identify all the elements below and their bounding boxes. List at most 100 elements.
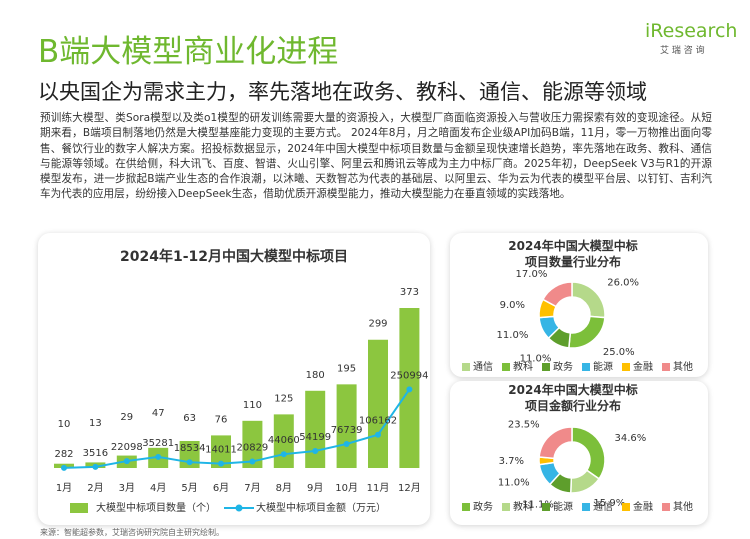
donut-slice — [571, 281, 606, 319]
line-point — [92, 463, 99, 470]
x-tick-label: 1月 — [56, 482, 72, 494]
data-label: 3.7% — [499, 456, 524, 467]
line-point — [280, 451, 287, 458]
x-tick-label: 10月 — [335, 482, 358, 494]
legend-marker — [582, 503, 590, 511]
data-label: 22098 — [111, 442, 143, 453]
line-point — [123, 458, 130, 465]
data-label: 17.0% — [516, 269, 548, 280]
data-label: 26.0% — [607, 277, 639, 288]
legend-label: 金融 — [633, 360, 653, 373]
x-tick-label: 9月 — [307, 482, 323, 494]
card — [38, 233, 430, 525]
subtitle: 以央国企为需求主力，率先落地在政务、教科、通信、能源等领域 — [38, 80, 647, 104]
legend-label: 政务 — [473, 500, 493, 513]
data-label: 106162 — [359, 416, 397, 427]
card — [450, 233, 708, 377]
donut-slice — [541, 281, 573, 308]
data-label: 20829 — [236, 442, 268, 453]
data-label: 23.5% — [508, 420, 540, 431]
x-tick-label: 8月 — [276, 482, 292, 494]
x-tick-label: 6月 — [213, 482, 229, 494]
x-tick-label: 2月 — [87, 482, 103, 494]
data-label: 76739 — [331, 425, 363, 436]
legend-label: 能源 — [593, 360, 613, 373]
data-label: 299 — [368, 319, 387, 330]
bar — [242, 420, 263, 468]
line-point — [186, 459, 193, 466]
data-label: 180 — [306, 370, 325, 381]
data-label: 125 — [274, 393, 293, 404]
data-label: 15.9% — [593, 498, 625, 509]
bar — [211, 435, 231, 468]
legend-marker — [582, 363, 590, 371]
legend-marker — [502, 363, 510, 371]
data-label: 9.0% — [500, 300, 525, 311]
legend-marker — [462, 363, 470, 371]
data-label: 63 — [183, 413, 196, 424]
line-point — [343, 440, 350, 447]
data-label: 250994 — [390, 370, 428, 381]
line — [63, 388, 411, 469]
data-label: 3516 — [83, 448, 108, 459]
data-label: 18534 — [174, 443, 206, 454]
bar — [336, 384, 357, 468]
data-label: 35281 — [142, 438, 174, 449]
data-label: 11.0% — [520, 353, 552, 364]
legend-marker — [542, 503, 550, 511]
data-label: 11.0% — [498, 478, 530, 489]
data-label: 44060 — [268, 435, 300, 446]
data-label: 14011 — [205, 445, 237, 456]
line-point — [218, 460, 224, 467]
x-tick-label: 4月 — [150, 482, 166, 494]
bar — [305, 390, 326, 468]
data-label: 195 — [337, 363, 356, 374]
data-label: 10 — [58, 419, 71, 430]
legend-label: 通信 — [473, 361, 493, 373]
data-label: 76 — [215, 414, 228, 425]
legend-marker — [622, 503, 630, 511]
legend-label: 金融 — [633, 500, 653, 513]
x-tick-label: 7月 — [244, 482, 260, 494]
legend-marker — [662, 363, 670, 371]
data-label: 54199 — [299, 432, 331, 443]
legend-marker — [70, 503, 88, 513]
line-point — [312, 448, 319, 455]
data-label: 282 — [54, 449, 73, 460]
card — [450, 381, 708, 525]
page-title: B端大模型商业化进程 — [38, 34, 339, 70]
data-label: 11.0% — [497, 330, 529, 341]
legend-label: 其他 — [673, 360, 693, 373]
line-point — [406, 386, 413, 393]
data-label: 11.1% — [522, 499, 554, 510]
line-point — [249, 458, 256, 465]
data-label: 47 — [152, 408, 165, 419]
data-label: 110 — [243, 400, 262, 411]
x-tick-label: 11月 — [367, 482, 390, 494]
data-label: 373 — [400, 287, 419, 298]
x-tick-label: 3月 — [119, 482, 135, 494]
bar — [368, 339, 388, 468]
line-point — [61, 464, 67, 471]
data-label: 13 — [89, 418, 102, 429]
legend-label: 教科 — [513, 360, 533, 373]
data-label: 29 — [120, 412, 133, 423]
line-point — [375, 431, 381, 438]
legend-marker — [542, 363, 550, 371]
line-point — [155, 453, 162, 460]
legend-marker — [622, 363, 630, 371]
legend-label: 通信 — [593, 501, 613, 513]
data-label: 34.6% — [615, 433, 647, 444]
legend-label: 教科 — [513, 500, 533, 513]
chart-title: 2024年1-12月中国大模型中标项目 — [120, 249, 348, 265]
donut-slice — [538, 426, 573, 460]
legend-label: 政务 — [553, 360, 573, 373]
logo-sub: 艾 瑞 咨 询 — [660, 46, 705, 56]
logo: iResearch — [645, 20, 738, 42]
donut-slice — [568, 315, 606, 349]
chart-title: 2024年中国大模型中标项目金额行业分布 — [508, 383, 638, 413]
legend-label: 能源 — [553, 500, 573, 513]
legend-label: 大模型中标项目金额（万元） — [256, 501, 386, 514]
